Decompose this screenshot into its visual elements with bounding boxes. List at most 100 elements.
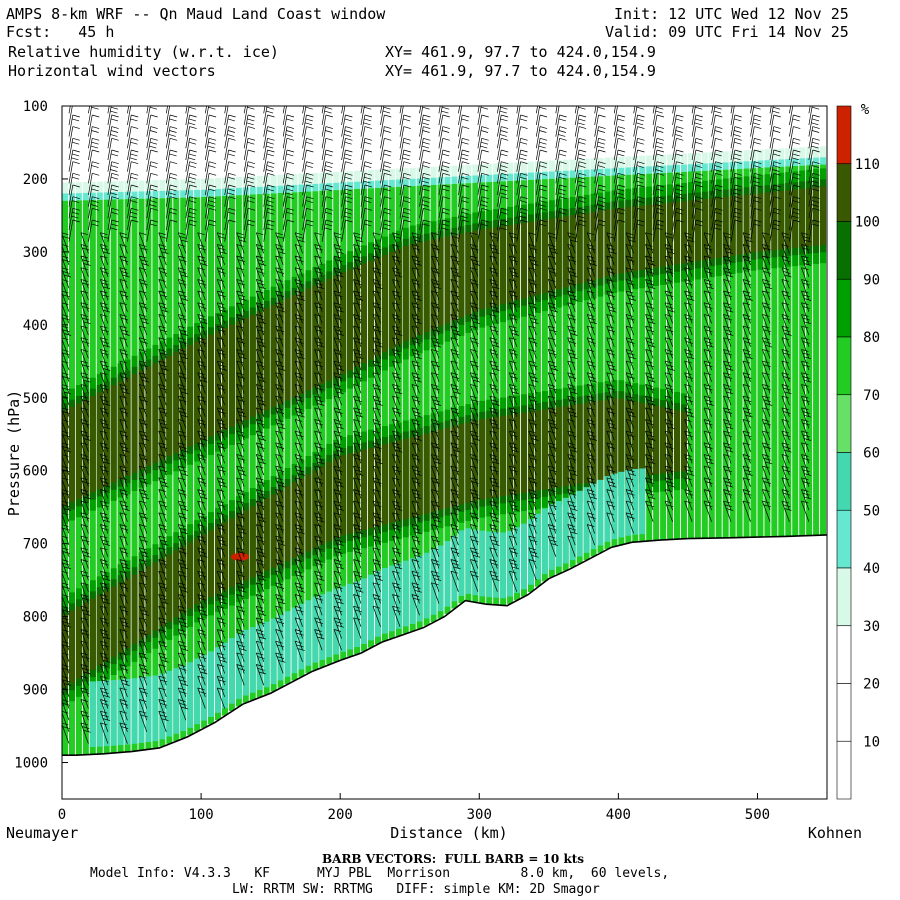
wind-barb: [158, 430, 167, 452]
wind-barb: [392, 524, 401, 546]
wind-barb: [353, 535, 362, 557]
rh-50-band: [159, 673, 166, 740]
rh-70-band: [736, 168, 743, 538]
rh-100-band: [813, 187, 820, 246]
wind-barb: [652, 114, 665, 137]
wind-barb: [177, 617, 189, 639]
wind-barb: [294, 407, 305, 429]
rh-100-band: [152, 363, 159, 463]
wind-barb: [613, 172, 626, 196]
rh-30-band: [326, 172, 333, 184]
wind-barb: [664, 465, 674, 487]
wind-barb: [555, 161, 567, 184]
rh-100-band: [263, 308, 270, 411]
wind-barb: [62, 547, 70, 569]
wind-barb: [216, 640, 226, 663]
dry-band: [381, 106, 388, 170]
rh-100-band: [180, 348, 187, 450]
wind-barb: [236, 314, 246, 336]
wind-barb: [723, 360, 734, 382]
rh-30-band: [374, 169, 381, 181]
rh-70-band: [388, 187, 395, 639]
wind-barb: [781, 384, 792, 406]
rh-70-band: [256, 194, 263, 698]
wind-barb: [470, 465, 479, 487]
wind-barb: [392, 582, 401, 604]
rh-100-band: [388, 251, 395, 349]
wind-barb: [470, 349, 479, 371]
rh-30-band: [500, 163, 507, 175]
rh-40-band: [785, 159, 792, 167]
wind-barb: [294, 255, 304, 277]
rh-50-band: [423, 552, 430, 619]
wind-barb: [516, 184, 528, 207]
rh-100-band: [159, 359, 166, 460]
wind-barb: [547, 325, 557, 347]
wind-barb: [380, 106, 383, 114]
wind-barb: [341, 172, 353, 196]
wind-barb: [62, 407, 70, 429]
rh-40-band: [660, 165, 667, 173]
rh-40-band: [235, 187, 242, 196]
wind-barb: [392, 419, 401, 441]
wind-barb: [392, 244, 401, 266]
wind-barb: [177, 267, 189, 289]
wind-barb: [138, 582, 148, 604]
wind-barb: [100, 419, 111, 441]
wind-barb: [224, 161, 236, 184]
wind-barb: [314, 594, 323, 616]
rh-70-band: [409, 186, 416, 632]
wind-barb: [197, 570, 207, 592]
rh-100-band: [792, 189, 799, 248]
wind-barb: [216, 629, 226, 651]
wind-barb: [119, 244, 128, 266]
wind-barb: [567, 395, 577, 417]
wind-barb: [769, 161, 781, 184]
rh-30-band: [159, 179, 166, 191]
wind-barb: [392, 594, 401, 616]
wind-barb: [177, 477, 187, 499]
wind-barb: [392, 337, 401, 359]
wind-barb: [594, 207, 606, 231]
rh-30-band: [493, 163, 500, 175]
wind-barb: [177, 454, 187, 476]
wind-barb: [236, 477, 245, 499]
wind-barb: [555, 114, 567, 137]
wind-barb: [275, 314, 284, 336]
x-axis-label: Distance (km): [390, 824, 507, 842]
rh-100-band: [402, 246, 409, 342]
wind-barb: [282, 149, 295, 172]
rh-30-band: [722, 151, 729, 163]
wind-barb: [333, 465, 343, 487]
rh-70-band: [527, 179, 534, 593]
wind-barb: [497, 106, 508, 126]
wind-barb: [282, 184, 295, 207]
rh-70-band: [715, 170, 722, 539]
wind-barb: [294, 384, 303, 406]
wind-barb: [450, 500, 461, 522]
wind-barb: [497, 207, 509, 231]
wind-barb: [450, 535, 459, 557]
rh-40-band: [611, 168, 618, 176]
wind-barb: [360, 106, 372, 126]
rh-100-band: [75, 403, 82, 500]
rh-30-band: [319, 172, 326, 184]
wind-barb: [606, 267, 616, 289]
rh-50-band: [381, 568, 388, 634]
wind-barb: [723, 267, 734, 289]
wind-barb: [62, 722, 70, 744]
wind-barb: [431, 535, 440, 557]
wind-barb: [321, 106, 324, 114]
rh-100-band: [576, 403, 583, 485]
rh-40-band: [820, 157, 827, 165]
rh-100-band: [729, 196, 736, 256]
wind-barb: [508, 559, 520, 581]
wind-barb: [216, 559, 226, 581]
wind-barb: [353, 349, 364, 371]
rh-40-band: [472, 175, 479, 183]
wind-barb: [769, 114, 781, 137]
wind-barb: [586, 384, 596, 406]
rh-100-band: [110, 586, 117, 657]
wind-barb: [762, 384, 771, 406]
wind-barb: [450, 349, 460, 371]
